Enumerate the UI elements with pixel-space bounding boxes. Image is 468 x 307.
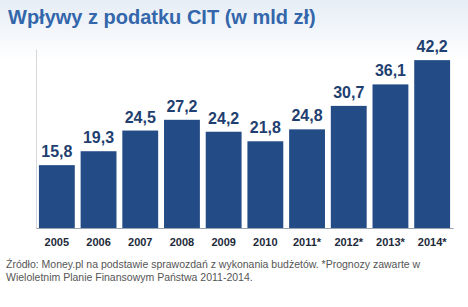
x-tick: 2007 (128, 228, 152, 248)
y-axis-line (36, 50, 37, 229)
source-note: Źródło: Money.pl na podstawie sprawozdań… (6, 258, 446, 284)
x-tick: 2014* (418, 228, 447, 248)
bar (81, 151, 117, 228)
title: Wpływy z podatku CIT (w mld zł) (8, 6, 316, 28)
x-tick: 2005 (45, 228, 69, 248)
data-label: 24,2 (208, 110, 239, 127)
x-tick: 2011* (293, 228, 322, 248)
data-labels: 15,8 19,3 24,5 27,2 24,2 21,8 24,8 30,7 36,1 42,2 (41, 38, 448, 160)
x-tick-label: 2013* (376, 236, 405, 248)
x-tick: 2009 (211, 228, 235, 248)
background (0, 0, 468, 60)
x-tick: 2010 (253, 228, 277, 248)
x-tick-label: 2011* (293, 236, 322, 248)
data-label: 27,2 (166, 98, 197, 115)
y-axis (36, 50, 37, 229)
x-tick-label: 2008 (170, 236, 194, 248)
bar (331, 106, 367, 228)
data-label: 36,1 (375, 62, 406, 79)
x-tick-label: 2009 (211, 236, 235, 248)
x-tick-label: 2007 (128, 236, 152, 248)
bar (414, 60, 450, 228)
bars (39, 60, 450, 228)
x-tick: 2013* (376, 228, 405, 248)
x-tick: 2008 (170, 228, 194, 248)
bar (164, 120, 200, 228)
x-tick-label: 2014* (418, 236, 447, 248)
x-axis-line (37, 228, 454, 229)
x-tick: 2006 (86, 228, 110, 248)
data-label: 24,8 (291, 107, 322, 124)
x-tick: 2012* (334, 228, 363, 248)
bar (289, 129, 325, 228)
x-tick-label: 2005 (45, 236, 69, 248)
x-tick-label: 2010 (253, 236, 277, 248)
bar (39, 165, 75, 228)
data-label: 19,3 (83, 129, 114, 146)
bar (122, 131, 158, 228)
bar (247, 141, 283, 228)
bar (206, 132, 242, 228)
data-label: 42,2 (417, 38, 448, 55)
data-label: 24,5 (125, 109, 156, 126)
x-tick-label: 2012* (334, 236, 363, 248)
bar (373, 84, 409, 228)
data-label: 21,8 (250, 119, 281, 136)
data-label: 30,7 (333, 84, 364, 101)
x-tick-label: 2006 (86, 236, 110, 248)
x-axis: 2005 2006 2007 2008 2009 2010 2011* 2012* 2013* 2… (37, 228, 454, 248)
data-label: 15,8 (41, 143, 72, 160)
